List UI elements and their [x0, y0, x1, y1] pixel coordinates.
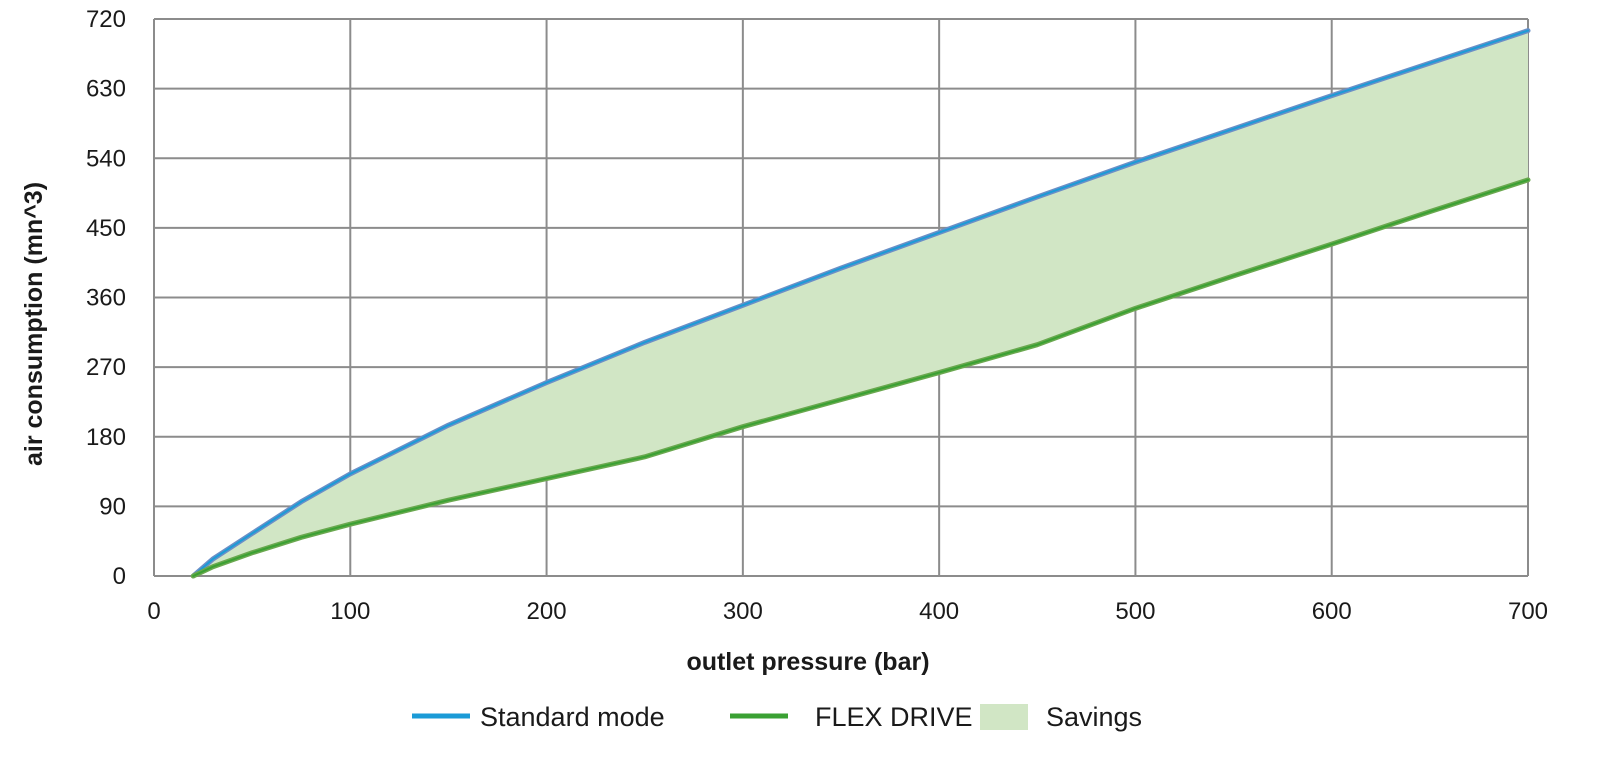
x-axis-title: outlet pressure (bar) [686, 648, 929, 676]
savings-area-layer [193, 30, 1529, 576]
y-tick-label: 270 [86, 354, 126, 381]
y-tick-label: 0 [113, 563, 126, 590]
savings-area [193, 30, 1529, 576]
legend-swatch-savings [980, 704, 1028, 730]
legend-label-savings: Savings [1046, 702, 1142, 732]
y-tick-label: 180 [86, 424, 126, 451]
x-tick-label: 400 [919, 598, 959, 625]
y-axis-title: air consumption (mn^3) [20, 182, 48, 466]
x-tick-label: 100 [330, 598, 370, 625]
x-tick-label: 600 [1312, 598, 1352, 625]
flex-drive-line [192, 178, 1529, 577]
tick-labels: 0 90 180 270 360 450 540 630 720 0 100 200 300 400 500… [86, 6, 1548, 625]
y-tick-label: 90 [99, 493, 126, 520]
y-tick-label: 720 [86, 6, 126, 33]
y-tick-label: 360 [86, 285, 126, 312]
y-tick-label: 450 [86, 215, 126, 242]
x-tick-label: 200 [527, 598, 567, 625]
legend-label-flex-drive: FLEX DRIVE [815, 702, 973, 732]
series-layer [190, 28, 1531, 579]
x-tick-label: 300 [723, 598, 763, 625]
standard-mode-line [192, 29, 1529, 577]
legend-label-standard-mode: Standard mode [480, 702, 665, 732]
x-tick-label: 0 [147, 598, 160, 625]
legend: Standard mode FLEX DRIVE Savings [412, 702, 1142, 732]
y-tick-label: 540 [86, 145, 126, 172]
x-tick-label: 700 [1508, 598, 1548, 625]
x-tick-label: 500 [1115, 598, 1155, 625]
y-tick-label: 630 [86, 76, 126, 103]
